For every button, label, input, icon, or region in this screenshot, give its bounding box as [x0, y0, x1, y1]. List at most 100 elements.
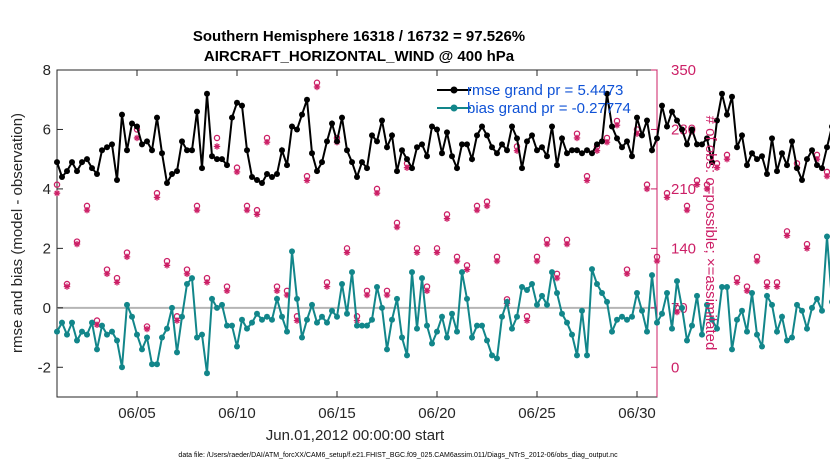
bias-point	[674, 278, 680, 285]
rmse-point	[139, 141, 145, 148]
bias-point	[694, 292, 700, 299]
assimilated-obs-marker	[463, 266, 471, 273]
assimilated-obs-marker	[83, 206, 91, 214]
assimilated-obs-marker	[143, 325, 151, 333]
assimilated-marker-stroke	[394, 224, 400, 230]
bias-point	[69, 319, 75, 326]
rmse-point	[639, 132, 645, 139]
assimilated-marker-stroke	[824, 173, 830, 179]
rmse-point	[429, 123, 435, 130]
bias-point	[734, 316, 740, 323]
assimilated-marker-stroke	[494, 258, 500, 264]
possible-obs-marker	[213, 134, 221, 142]
legend-rmse-label: rmse grand pr = 5.4473	[467, 82, 623, 99]
rmse-point	[124, 147, 130, 154]
assimilated-obs-marker	[253, 211, 261, 218]
bias-point	[564, 319, 570, 326]
bias-point	[224, 322, 230, 329]
bias-point	[264, 313, 270, 320]
rmse-point	[469, 156, 475, 163]
rmse-point	[599, 138, 605, 145]
bias-point	[434, 328, 440, 335]
bias-point	[419, 275, 425, 282]
bias-point	[594, 281, 600, 288]
bias-point	[659, 310, 665, 317]
assimilated-obs-marker	[493, 257, 501, 265]
bias-point	[299, 334, 305, 341]
rmse-point	[409, 165, 415, 172]
right-y-tick-label: 350	[671, 62, 696, 79]
assimilated-marker-stroke	[344, 249, 350, 256]
rmse-point	[69, 159, 75, 166]
bias-point	[794, 301, 800, 308]
assimilated-obs-marker	[583, 177, 591, 184]
assimilated-marker-stroke	[214, 143, 220, 150]
bias-point	[284, 328, 290, 335]
rmse-point	[234, 99, 240, 106]
rmse-point	[104, 144, 110, 151]
assimilated-obs-marker	[733, 279, 741, 286]
rmse-point	[199, 165, 205, 172]
rmse-point	[374, 138, 380, 145]
assimilated-marker-stroke	[614, 122, 620, 128]
rmse-point	[549, 123, 555, 130]
assimilated-marker-stroke	[134, 135, 140, 141]
assimilated-obs-marker	[193, 206, 201, 214]
rmse-point	[514, 135, 520, 142]
rmse-point	[204, 90, 210, 97]
rmse-point	[119, 111, 125, 118]
rmse-point	[399, 147, 405, 154]
rmse-point	[719, 90, 725, 97]
legend-rmse-marker	[450, 86, 458, 94]
rmse-point	[714, 117, 720, 124]
assimilated-obs-marker	[133, 134, 141, 142]
rmse-point	[754, 156, 760, 163]
rmse-point	[79, 159, 85, 166]
assimilated-marker-stroke	[714, 164, 720, 171]
rmse-point	[144, 138, 150, 145]
rmse-point	[654, 135, 660, 142]
rmse-point	[259, 179, 265, 186]
assimilated-obs-marker	[73, 240, 81, 248]
bias-point	[464, 295, 470, 302]
bias-point	[704, 301, 710, 308]
rmse-point	[494, 150, 500, 157]
assimilated-marker-stroke	[174, 317, 180, 324]
bias-point	[629, 313, 635, 320]
assimilated-marker-stroke	[204, 279, 210, 286]
rmse-point	[244, 147, 250, 154]
assimilated-marker-stroke	[624, 271, 630, 277]
bias-point	[399, 334, 405, 341]
rmse-point	[404, 156, 410, 163]
bias-point	[679, 304, 685, 311]
rmse-point	[239, 102, 245, 109]
bias-point	[604, 298, 610, 305]
rmse-point	[394, 168, 400, 175]
rmse-point	[779, 150, 785, 157]
bias-point	[329, 307, 335, 314]
rmse-point	[589, 150, 595, 157]
x-tick-label: 06/10	[218, 405, 256, 422]
title-line-2: AIRCRAFT_HORIZONTAL_WIND @ 400 hPa	[204, 48, 515, 65]
rmse-point	[659, 102, 665, 109]
bias-point	[319, 313, 325, 320]
rmse-point	[384, 144, 390, 151]
assimilated-marker-stroke	[424, 288, 430, 294]
right-y-tick-label: 0	[671, 359, 679, 376]
rmse-point	[254, 176, 260, 183]
assimilated-marker-stroke	[444, 215, 450, 222]
assimilated-marker-stroke	[724, 156, 730, 162]
left-y-tick-label: 0	[43, 300, 51, 317]
bias-point	[59, 319, 65, 326]
rmse-point	[594, 141, 600, 148]
assimilated-marker-stroke	[654, 258, 660, 264]
assimilated-marker-stroke	[564, 241, 570, 247]
assimilated-marker-stroke	[104, 271, 110, 277]
rmse-point	[444, 129, 450, 136]
bias-point	[154, 361, 160, 368]
right-y-tick-label: 210	[671, 181, 696, 198]
assimilated-obs-marker	[323, 283, 331, 290]
assimilated-marker-stroke	[54, 190, 60, 196]
assimilated-obs-marker	[653, 257, 661, 265]
legend-bias-marker	[450, 104, 458, 112]
